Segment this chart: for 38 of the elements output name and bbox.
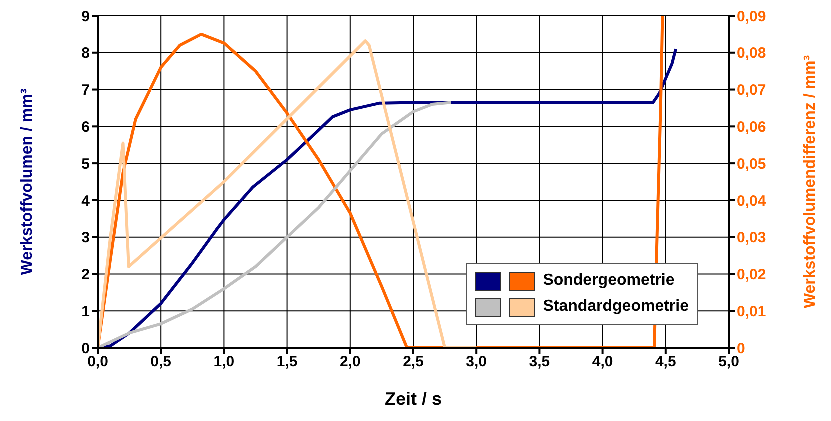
y2-tick-label: 0,03 xyxy=(737,230,766,247)
y-tick-label: 9 xyxy=(82,8,90,26)
y-tick-label: 0 xyxy=(82,340,90,358)
y2-tick-label: 0,07 xyxy=(737,82,766,100)
y2-tick-label: 0,08 xyxy=(737,45,766,62)
x-tick-label: 0,0 xyxy=(88,354,108,371)
x-tick-label: 4,0 xyxy=(592,354,614,371)
x-tick-label: 1,0 xyxy=(214,354,235,371)
y-tick-label: 7 xyxy=(82,82,90,100)
y-axis-title: Werkstoffvolumen / mm³ xyxy=(19,88,36,276)
y2-axis-title: Werkstoffvolumendifferenz / mm³ xyxy=(802,55,819,309)
x-axis-title: Zeit / s xyxy=(384,389,442,409)
legend-label: Standardgeometrie xyxy=(543,298,689,316)
y-tick-label: 3 xyxy=(82,230,90,247)
x-tick-label: 0,5 xyxy=(150,354,172,371)
x-tick-label: 4,5 xyxy=(655,354,676,371)
y2-tick-label: 0,06 xyxy=(737,118,766,136)
y2-tick-label: 0,05 xyxy=(737,156,766,173)
legend-label: Sondergeometrie xyxy=(543,272,675,290)
line-series xyxy=(98,40,478,348)
y-tick-label: 6 xyxy=(82,118,90,136)
y-tick-label: 4 xyxy=(82,192,91,210)
x-tick-label: 2,5 xyxy=(403,354,424,371)
line-series xyxy=(98,101,453,348)
x-tick-label: 2,0 xyxy=(340,354,361,371)
x-tick-label: 3,5 xyxy=(529,354,550,371)
y2-tick-label: 0,09 xyxy=(737,8,766,26)
x-tick-label: 1,5 xyxy=(276,354,298,371)
y2-tick-label: 0,02 xyxy=(737,266,766,284)
y-tick-label: 1 xyxy=(82,303,90,320)
y-tick-label: 2 xyxy=(82,266,90,284)
x-tick-label: 5,0 xyxy=(718,354,740,371)
y-tick-label: 5 xyxy=(82,156,90,173)
x-tick-label: 3,0 xyxy=(466,354,488,371)
y2-tick-label: 0 xyxy=(737,340,746,358)
y2-tick-label: 0,01 xyxy=(737,303,766,320)
y2-tick-label: 0,04 xyxy=(737,192,767,210)
y-tick-label: 8 xyxy=(82,45,90,62)
